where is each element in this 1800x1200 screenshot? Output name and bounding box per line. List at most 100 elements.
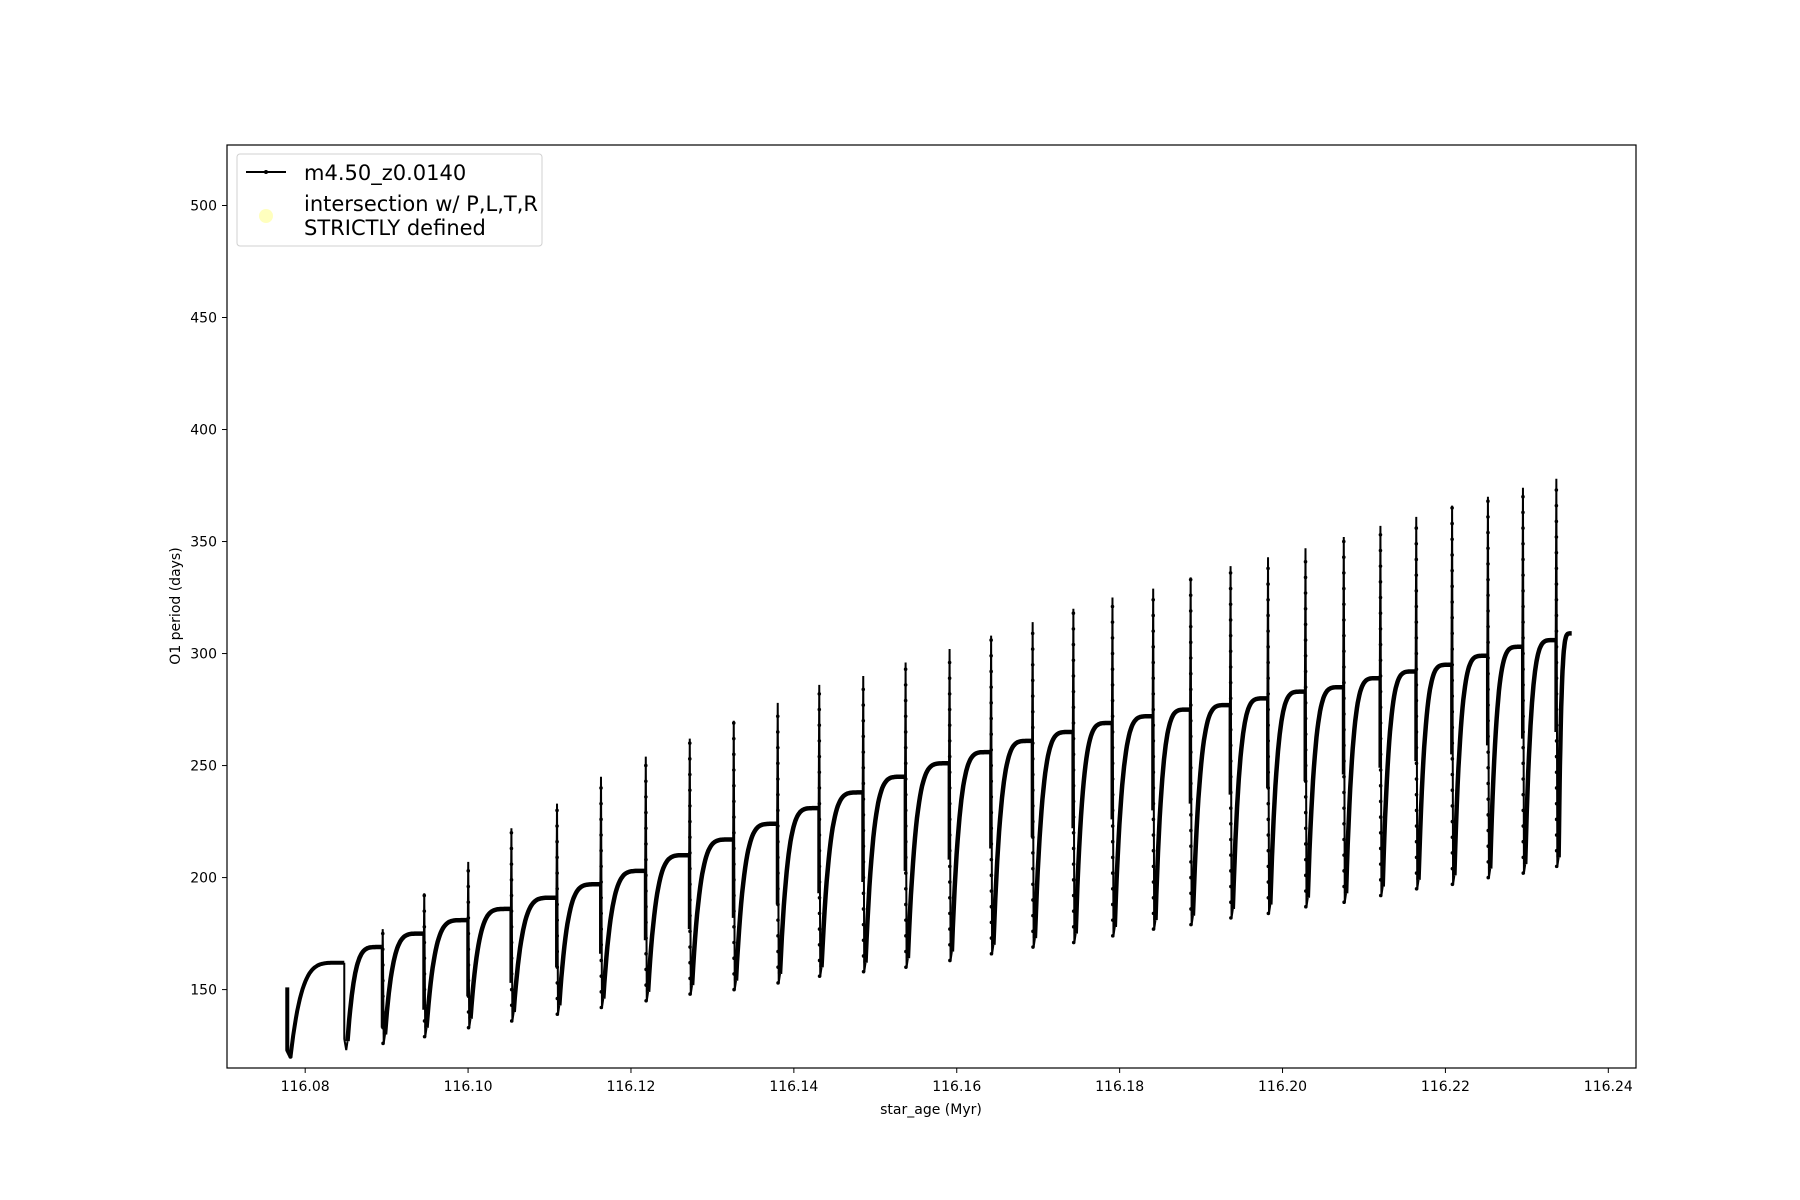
series-marker	[1378, 783, 1383, 788]
series-marker	[509, 925, 514, 929]
series-marker	[817, 911, 822, 916]
series-marker	[1486, 624, 1490, 629]
series-marker	[1378, 689, 1383, 694]
series-marker	[1378, 736, 1383, 741]
series-marker	[1189, 860, 1193, 864]
series-marker	[989, 826, 994, 831]
series-marker	[1266, 645, 1270, 649]
series-marker	[1110, 839, 1115, 844]
series-marker	[509, 846, 514, 851]
series-marker	[1266, 754, 1271, 759]
series-marker	[1521, 871, 1526, 875]
series-marker	[1071, 783, 1076, 788]
series-marker	[422, 972, 427, 976]
series-marker	[1342, 649, 1346, 654]
series-marker	[1110, 886, 1115, 891]
series-marker	[1228, 712, 1233, 716]
series-marker	[861, 828, 866, 833]
series-marker	[555, 871, 559, 875]
series-marker	[817, 739, 822, 743]
series-marker	[1188, 640, 1193, 645]
y-axis: 150 200 250 300 350 400 450 500	[190, 198, 227, 999]
series-marker	[1030, 757, 1035, 761]
series-marker	[1110, 761, 1115, 766]
series-marker	[1414, 808, 1419, 813]
series-marker	[1378, 642, 1383, 647]
series-marker	[1554, 566, 1559, 571]
series-marker	[903, 824, 908, 828]
series-marker	[1521, 636, 1525, 640]
series-marker	[1554, 723, 1559, 728]
series-marker	[422, 987, 427, 992]
series-marker	[1414, 541, 1419, 546]
series-marker	[903, 808, 908, 813]
series-marker	[1228, 586, 1233, 591]
series-marker	[1341, 539, 1346, 544]
series-marker	[1071, 736, 1076, 741]
series-marker	[466, 869, 471, 873]
series-marker	[776, 777, 780, 781]
series-marker	[1303, 591, 1308, 595]
series-marker	[947, 723, 952, 728]
series-marker	[1450, 741, 1455, 745]
series-marker	[1031, 945, 1035, 949]
legend-dot-marker	[264, 170, 268, 174]
legend-label-intersection-line1: intersection w/ P,L,T,R	[304, 192, 538, 216]
series-pulse	[1188, 577, 1194, 925]
series-marker	[555, 949, 560, 954]
series-marker	[948, 880, 952, 884]
series-marker	[947, 786, 952, 790]
series-marker	[1554, 676, 1559, 680]
series-marker	[1031, 835, 1035, 840]
series-marker	[1030, 647, 1035, 651]
series-pulse	[466, 861, 472, 1028]
y-tick-label: 450	[190, 311, 217, 327]
series-marker	[1486, 656, 1490, 660]
series-marker	[731, 721, 736, 725]
series-marker	[1303, 810, 1308, 815]
series-marker	[1342, 743, 1346, 748]
series-marker	[1189, 781, 1193, 786]
series-marker	[1342, 900, 1346, 905]
series-marker	[1450, 804, 1455, 808]
series-segment	[819, 790, 864, 968]
series-marker	[1188, 609, 1193, 613]
series-pulse	[555, 803, 561, 1015]
series-marker	[1342, 696, 1346, 701]
series-marker	[1521, 808, 1526, 813]
series-marker	[1414, 557, 1419, 562]
series-marker	[1414, 714, 1419, 719]
series-marker	[1030, 678, 1035, 683]
series-marker	[1486, 797, 1490, 801]
series-marker	[1450, 678, 1455, 683]
series-marker	[1450, 709, 1455, 714]
series-segment	[905, 761, 950, 959]
series-pulse	[380, 929, 386, 1044]
series-marker	[1486, 499, 1490, 504]
series-marker	[904, 902, 908, 907]
series-marker	[688, 960, 692, 965]
series-marker	[1414, 589, 1419, 593]
series-marker	[1554, 597, 1559, 602]
series-marker	[1414, 730, 1419, 734]
series-marker	[989, 795, 994, 799]
series-marker	[1450, 631, 1455, 636]
series-marker	[599, 958, 604, 963]
series-marker	[422, 1034, 427, 1039]
series-marker	[1486, 530, 1490, 535]
series-marker	[687, 741, 692, 745]
series-marker	[599, 942, 604, 947]
series-marker	[1228, 680, 1233, 685]
y-tick-label: 150	[190, 983, 217, 999]
series-marker	[1378, 799, 1383, 804]
series-marker	[1266, 833, 1271, 837]
series-marker	[1229, 853, 1233, 857]
series-marker	[1303, 653, 1308, 658]
series-marker	[732, 830, 736, 835]
series-marker	[1189, 844, 1193, 849]
series-marker	[1266, 566, 1270, 571]
series-marker	[1071, 642, 1076, 647]
series-marker	[509, 909, 514, 913]
series-marker	[1151, 660, 1156, 665]
series-marker	[599, 1005, 604, 1010]
